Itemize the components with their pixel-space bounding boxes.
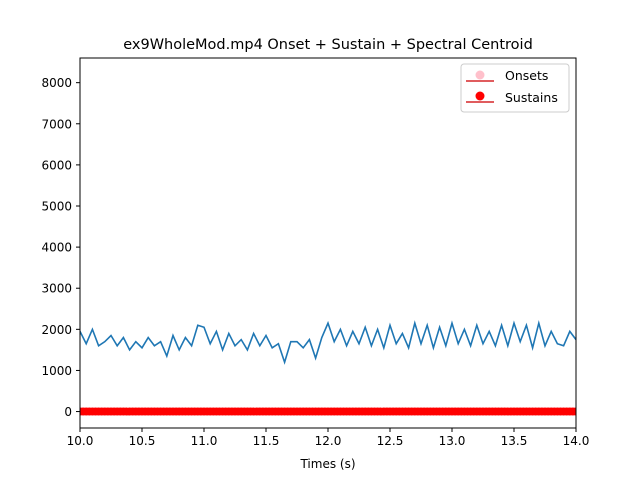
y-tick-label: 4000 bbox=[41, 241, 72, 255]
x-axis-label: Times (s) bbox=[299, 457, 355, 471]
y-tick-label: 1000 bbox=[41, 364, 72, 378]
series-spectral-centroid-line bbox=[80, 320, 576, 365]
legend-label-onsets: Onsets bbox=[505, 68, 548, 83]
legend-item-sustains: Sustains bbox=[466, 90, 558, 105]
legend-marker-sustains bbox=[475, 91, 485, 101]
x-tick-label: 13.5 bbox=[501, 434, 528, 448]
x-tick-label: 11.0 bbox=[191, 434, 218, 448]
legend-marker-onsets bbox=[475, 70, 485, 80]
legend-item-onsets: Onsets bbox=[466, 68, 548, 83]
x-tick-label: 11.5 bbox=[253, 434, 280, 448]
y-tick-label: 5000 bbox=[41, 200, 72, 214]
y-tick-label: 7000 bbox=[41, 117, 72, 131]
y-tick-label: 6000 bbox=[41, 158, 72, 172]
legend-label-sustains: Sustains bbox=[505, 90, 558, 105]
y-tick-label: 0 bbox=[64, 405, 72, 419]
x-tick-label: 12.5 bbox=[377, 434, 404, 448]
x-tick-label: 12.0 bbox=[315, 434, 342, 448]
y-axis: 0 1000 2000 3000 4000 5000 6000 7000 8000 bbox=[41, 76, 80, 419]
stem-marker-sustains bbox=[572, 407, 576, 416]
x-tick-label: 10.0 bbox=[67, 434, 94, 448]
legend-box bbox=[460, 63, 570, 113]
y-tick-label: 3000 bbox=[41, 282, 72, 296]
x-tick-label: 13.0 bbox=[439, 434, 466, 448]
series-sustains bbox=[80, 407, 576, 416]
y-tick-label: 8000 bbox=[41, 76, 72, 90]
plot-area bbox=[79, 57, 577, 429]
y-tick-label: 2000 bbox=[41, 323, 72, 337]
legend: Onsets Sustains bbox=[460, 63, 570, 113]
x-axis: 10.0 10.5 11.0 11.5 12.0 12.5 13.0 13.5 14.0 bbox=[67, 428, 590, 448]
x-tick-label: 10.5 bbox=[129, 434, 156, 448]
x-tick-label: 14.0 bbox=[563, 434, 590, 448]
chart-title: ex9WholeMod.mp4 Onset + Sustain + Spectr… bbox=[123, 37, 533, 53]
